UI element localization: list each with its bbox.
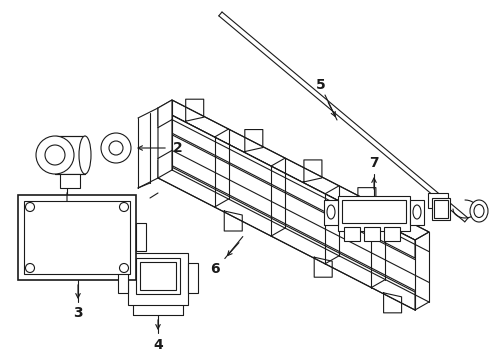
Ellipse shape xyxy=(109,141,123,155)
Bar xyxy=(18,195,136,280)
Polygon shape xyxy=(158,108,415,258)
Bar xyxy=(136,223,146,251)
Ellipse shape xyxy=(470,200,488,222)
Ellipse shape xyxy=(474,204,484,217)
Bar xyxy=(342,200,406,223)
Bar xyxy=(434,200,448,218)
Text: 5: 5 xyxy=(316,78,326,92)
Bar xyxy=(60,174,80,188)
Ellipse shape xyxy=(120,202,128,212)
Ellipse shape xyxy=(25,202,34,212)
Polygon shape xyxy=(158,100,429,240)
Bar xyxy=(24,201,130,274)
Bar xyxy=(384,227,400,241)
Polygon shape xyxy=(158,160,415,310)
Polygon shape xyxy=(158,100,172,178)
Bar xyxy=(188,263,198,293)
Ellipse shape xyxy=(36,136,74,174)
Ellipse shape xyxy=(120,264,128,273)
Ellipse shape xyxy=(25,264,34,273)
Bar xyxy=(428,193,448,208)
Text: 2: 2 xyxy=(173,141,183,155)
Bar xyxy=(410,200,424,225)
Bar xyxy=(432,198,450,220)
Ellipse shape xyxy=(101,133,131,163)
Text: 3: 3 xyxy=(73,306,83,320)
Bar xyxy=(136,258,180,294)
Bar xyxy=(140,262,176,290)
Bar xyxy=(324,200,338,225)
Ellipse shape xyxy=(79,136,91,174)
Bar xyxy=(118,263,128,293)
Polygon shape xyxy=(128,253,188,305)
Bar xyxy=(344,227,360,241)
Text: 4: 4 xyxy=(153,338,163,352)
Ellipse shape xyxy=(327,205,335,219)
Bar xyxy=(364,227,380,241)
Text: 1: 1 xyxy=(62,216,72,230)
Bar xyxy=(55,136,85,174)
Text: 6: 6 xyxy=(210,262,220,275)
Ellipse shape xyxy=(413,205,421,219)
Text: 7: 7 xyxy=(369,156,379,170)
Ellipse shape xyxy=(45,145,65,165)
Bar xyxy=(338,196,410,231)
